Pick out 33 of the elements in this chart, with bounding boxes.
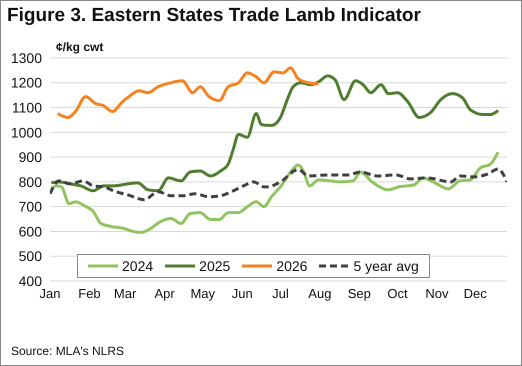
legend-label: 2025 bbox=[199, 258, 230, 274]
y-tick-label: 1200 bbox=[10, 74, 42, 91]
x-tick-label: Jan bbox=[40, 286, 60, 302]
y-tick-label: 800 bbox=[18, 174, 42, 190]
y-tick-label: 900 bbox=[18, 149, 42, 166]
chart-title: Figure 3. Eastern States Trade Lamb Indicator bbox=[7, 5, 421, 27]
line-series bbox=[50, 150, 500, 234]
legend-label: 5 year avg bbox=[353, 258, 419, 274]
y-tick-label: 1100 bbox=[12, 100, 42, 116]
y-tick-label: 500 bbox=[18, 248, 42, 264]
x-tick-label: Sep bbox=[348, 286, 371, 302]
x-tick-label: Oct bbox=[387, 286, 408, 302]
x-tick-label: Dec bbox=[464, 286, 488, 302]
x-tick-label: Feb bbox=[78, 286, 101, 302]
x-tick-label: Jun bbox=[232, 286, 253, 302]
y-axis-title: ¢/kg cwt bbox=[56, 40, 104, 54]
source-note: Source: MLA's NLRS bbox=[11, 344, 124, 358]
y-tick-label: 400 bbox=[18, 272, 42, 289]
y-tick-label: 1300 bbox=[10, 50, 42, 66]
line-series bbox=[56, 66, 320, 119]
y-tick-label: 1000 bbox=[10, 124, 42, 140]
line-series bbox=[50, 74, 500, 192]
y-tick-label: 700 bbox=[18, 198, 42, 215]
x-tick-label: Apr bbox=[154, 286, 176, 302]
x-tick-label: Mar bbox=[114, 286, 137, 302]
legend-label: 2026 bbox=[276, 258, 308, 274]
x-tick-label: May bbox=[190, 286, 216, 302]
x-tick-label: Aug bbox=[308, 286, 332, 302]
y-tick-label: 600 bbox=[18, 223, 42, 240]
line-series bbox=[50, 168, 507, 202]
x-tick-label: Jul bbox=[272, 286, 289, 302]
x-tick-label: Nov bbox=[425, 286, 450, 302]
legend-label: 2024 bbox=[122, 258, 154, 274]
